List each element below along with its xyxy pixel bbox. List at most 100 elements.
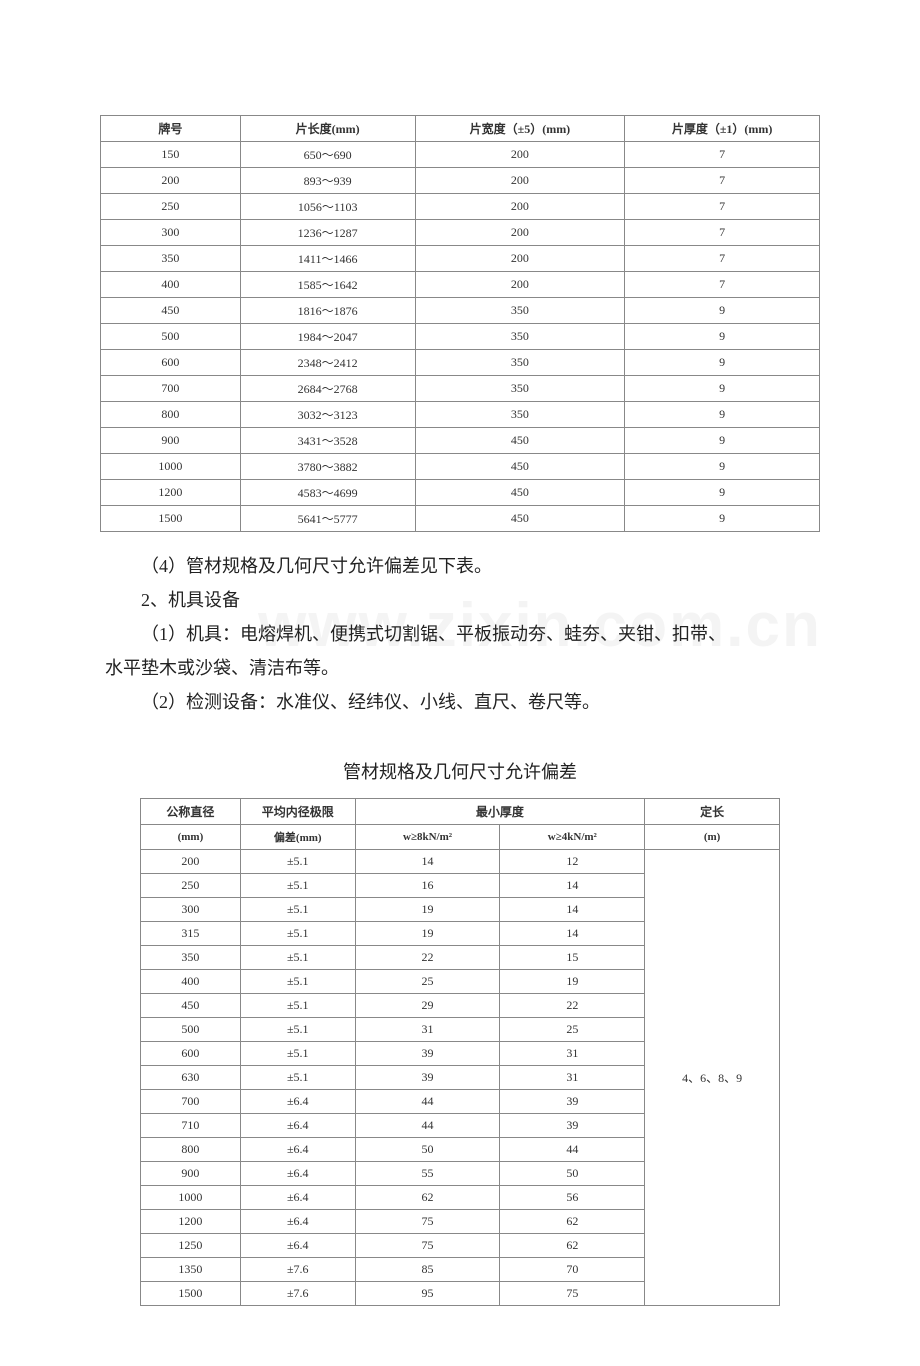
- table-cell: 9: [625, 428, 820, 454]
- table-cell: 350: [415, 324, 625, 350]
- table-cell: 300: [141, 898, 241, 922]
- table-cell: 14: [500, 898, 645, 922]
- table-cell: 250: [141, 874, 241, 898]
- table-cell: ±5.1: [240, 994, 355, 1018]
- table-cell: ±5.1: [240, 1018, 355, 1042]
- table-cell: 7: [625, 168, 820, 194]
- table-cell: 1984～2047: [240, 324, 415, 350]
- table-cell: 39: [355, 1042, 500, 1066]
- table-cell: 56: [500, 1186, 645, 1210]
- table-cell: 62: [355, 1186, 500, 1210]
- table-cell: 16: [355, 874, 500, 898]
- table-cell: 500: [141, 1018, 241, 1042]
- table-cell: 44: [355, 1114, 500, 1138]
- table-cell: 9: [625, 298, 820, 324]
- table-cell: 710: [141, 1114, 241, 1138]
- table-cell: 31: [355, 1018, 500, 1042]
- table-cell: 1411～1466: [240, 246, 415, 272]
- table-cell: ±7.6: [240, 1258, 355, 1282]
- table-cell: 1250: [141, 1234, 241, 1258]
- para-tools-2: 水平垫木或沙袋、清洁布等。: [105, 652, 815, 684]
- t2-sh2: 偏差(mm): [240, 825, 355, 850]
- table-cell: 9: [625, 506, 820, 532]
- table-cell: ±6.4: [240, 1186, 355, 1210]
- table-cell: 315: [141, 922, 241, 946]
- table-cell: 630: [141, 1066, 241, 1090]
- table-cell: ±6.4: [240, 1234, 355, 1258]
- table-cell: 2348～2412: [240, 350, 415, 376]
- table-cell: 85: [355, 1258, 500, 1282]
- table-cell: ±5.1: [240, 898, 355, 922]
- table-cell: 900: [141, 1162, 241, 1186]
- table-row: 200893～9392007: [101, 168, 820, 194]
- table-cell: ±5.1: [240, 1066, 355, 1090]
- body-text: （4）管材规格及几何尺寸允许偏差见下表。 2、机具设备 （1）机具：电熔焊机、便…: [80, 550, 840, 718]
- t2-sh4: w≥4kN/m²: [500, 825, 645, 850]
- table-cell: ±5.1: [240, 970, 355, 994]
- t2-sh1: (mm): [141, 825, 241, 850]
- table-cell: 200: [415, 220, 625, 246]
- table-cell: 200: [415, 194, 625, 220]
- table-cell: 5641～5777: [240, 506, 415, 532]
- para-instruments: （2）检测设备：水准仪、经纬仪、小线、直尺、卷尺等。: [105, 686, 815, 718]
- table-cell: 50: [500, 1162, 645, 1186]
- table-cell: 1200: [141, 1210, 241, 1234]
- table-cell-merged-length: 4、6、8、9: [645, 850, 780, 1306]
- t2-h3: 最小厚度: [355, 799, 645, 825]
- table-cell: 25: [355, 970, 500, 994]
- t2-sh3: w≥8kN/m²: [355, 825, 500, 850]
- table-cell: 14: [355, 850, 500, 874]
- table-cell: 200: [415, 246, 625, 272]
- table-cell: 7: [625, 142, 820, 168]
- table-cell: 500: [101, 324, 241, 350]
- table-cell: 400: [141, 970, 241, 994]
- table-row: 2501056～11032007: [101, 194, 820, 220]
- table-cell: ±5.1: [240, 874, 355, 898]
- table-cell: 1056～1103: [240, 194, 415, 220]
- table-cell: 55: [355, 1162, 500, 1186]
- t2-h4: 定长: [645, 799, 780, 825]
- table-row: 4501816～18763509: [101, 298, 820, 324]
- table-cell: 1000: [141, 1186, 241, 1210]
- table-cell: 9: [625, 324, 820, 350]
- table-cell: 9: [625, 376, 820, 402]
- table-cell: 9: [625, 402, 820, 428]
- table-cell: 800: [101, 402, 241, 428]
- table-cell: 400: [101, 272, 241, 298]
- table-cell: ±5.1: [240, 946, 355, 970]
- table-cell: ±6.4: [240, 1162, 355, 1186]
- table-row: 150650～6902007: [101, 142, 820, 168]
- table-sheet-dimensions: 牌号 片长度(mm) 片宽度（±5）(mm) 片厚度（±1）(mm) 15065…: [100, 115, 820, 532]
- t2-sh5: (m): [645, 825, 780, 850]
- table-cell: 7: [625, 220, 820, 246]
- table-cell: 62: [500, 1234, 645, 1258]
- t2-h2: 平均内径极限: [240, 799, 355, 825]
- para-4: （4）管材规格及几何尺寸允许偏差见下表。: [105, 550, 815, 582]
- table-cell: 450: [415, 428, 625, 454]
- table-cell: ±5.1: [240, 850, 355, 874]
- table-row: 3001236～12872007: [101, 220, 820, 246]
- table-cell: 450: [415, 506, 625, 532]
- table-cell: 700: [101, 376, 241, 402]
- table-cell: 75: [355, 1210, 500, 1234]
- table-cell: 15: [500, 946, 645, 970]
- table1-header-0: 牌号: [101, 116, 241, 142]
- table1-header-1: 片长度(mm): [240, 116, 415, 142]
- table-row: 7002684～27683509: [101, 376, 820, 402]
- table-cell: 350: [415, 298, 625, 324]
- table-cell: 200: [415, 168, 625, 194]
- table-cell: 3431～3528: [240, 428, 415, 454]
- table-cell: 14: [500, 922, 645, 946]
- table-cell: 7: [625, 272, 820, 298]
- t2-h1: 公称直径: [141, 799, 241, 825]
- table-cell: 62: [500, 1210, 645, 1234]
- table-cell: 1500: [101, 506, 241, 532]
- table2-caption: 管材规格及几何尺寸允许偏差: [100, 758, 820, 784]
- table-cell: 19: [355, 922, 500, 946]
- table-cell: ±6.4: [240, 1138, 355, 1162]
- table-cell: 22: [355, 946, 500, 970]
- table-cell: 450: [415, 480, 625, 506]
- table-cell: 450: [101, 298, 241, 324]
- table-pipe-tolerance: 公称直径 平均内径极限 最小厚度 定长 (mm) 偏差(mm) w≥8kN/m²…: [140, 798, 780, 1306]
- table-cell: 19: [500, 970, 645, 994]
